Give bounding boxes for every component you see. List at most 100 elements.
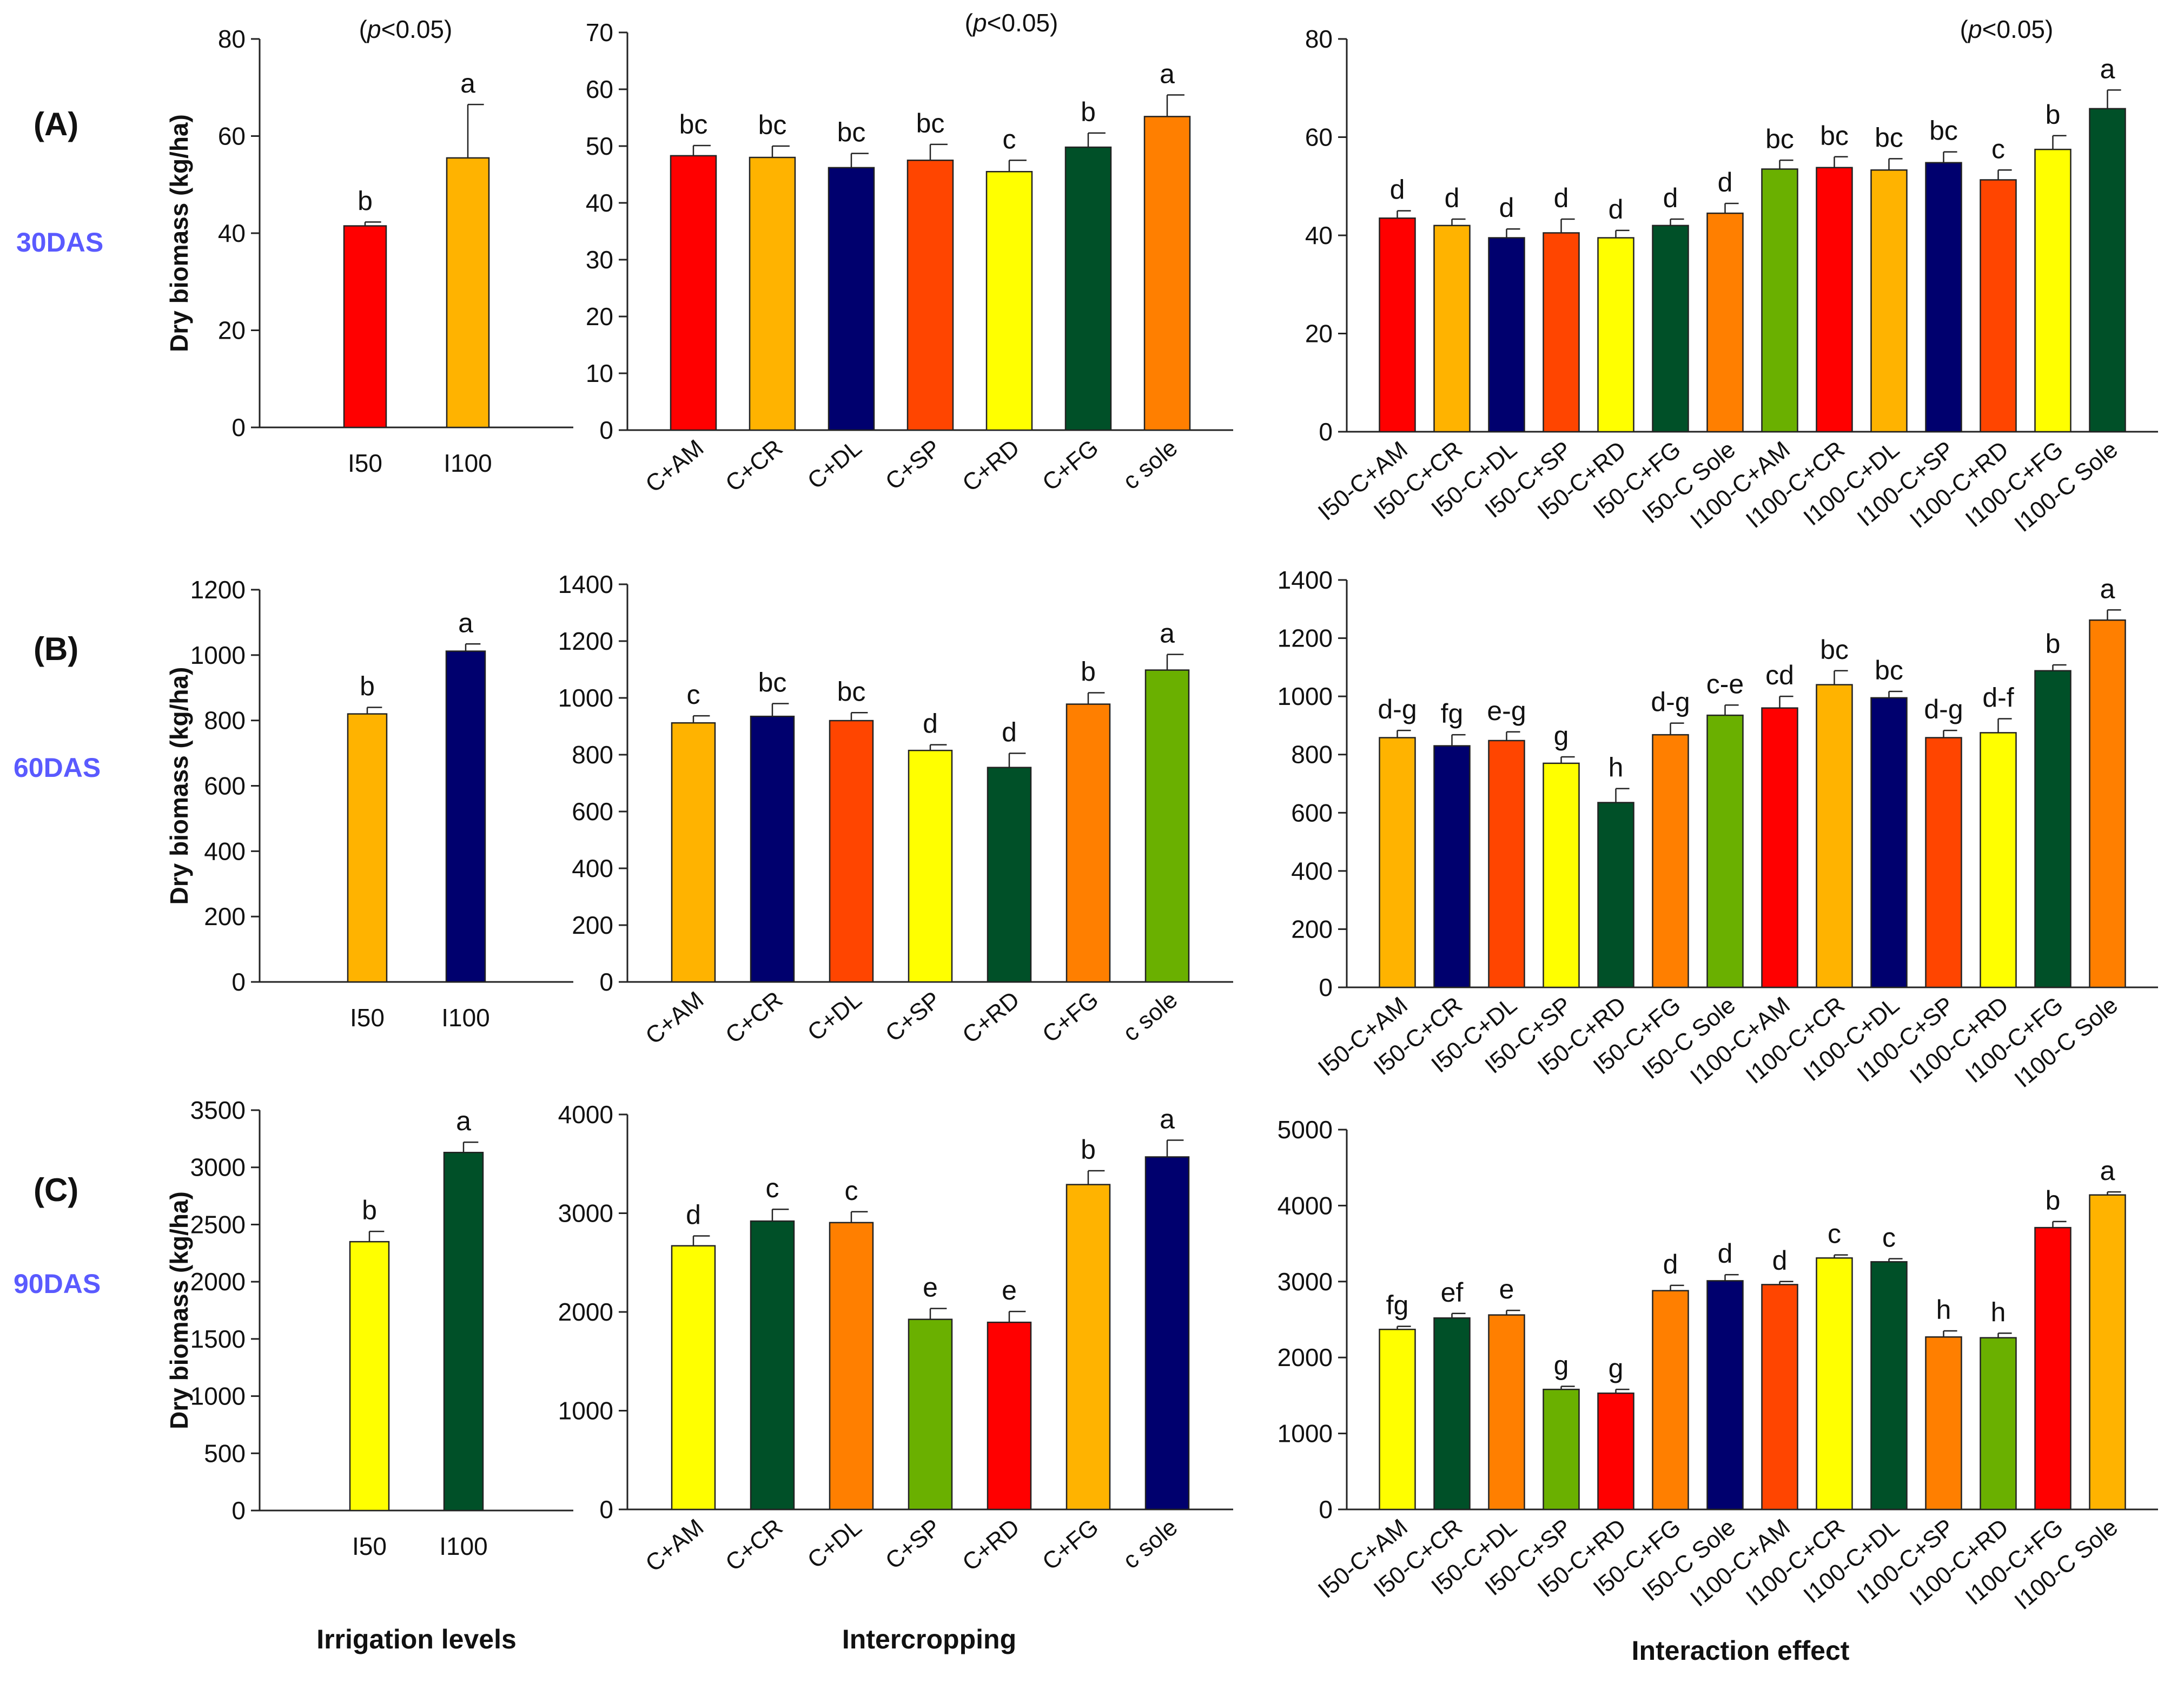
significance-letter: d: [1663, 1249, 1678, 1279]
x-tick-label: C+DL: [803, 986, 867, 1046]
significance-letter: bc: [916, 108, 945, 138]
significance-letter: d: [1445, 183, 1460, 213]
bar: [1379, 217, 1416, 433]
significance-letter: bc: [1875, 122, 1903, 153]
significance-letter: d-f: [1982, 683, 2014, 713]
y-tick-label: 1200: [558, 627, 613, 655]
x-tick-label: C+SP: [881, 434, 945, 495]
bar: [1433, 1317, 1471, 1510]
significance-letter: b: [1081, 1134, 1096, 1165]
y-tick-label: 0: [231, 1496, 246, 1525]
bar: [987, 767, 1032, 983]
y-tick-label: 60: [586, 75, 613, 103]
y-tick-label: 3000: [1278, 1268, 1333, 1296]
significance-letter: c-e: [1706, 669, 1744, 699]
x-tick-label: C+FG: [1037, 434, 1103, 496]
day-label-30: 30DAS: [16, 227, 103, 258]
bar: [1870, 169, 1908, 433]
y-tick-label: 3000: [190, 1153, 246, 1182]
bar: [1144, 1156, 1190, 1510]
significance-letter: bc: [1765, 124, 1794, 154]
significance-letter: h: [1936, 1295, 1951, 1325]
significance-letter: e: [1499, 1274, 1514, 1304]
y-tick-label: 60: [1305, 123, 1333, 151]
y-tick-label: 20: [218, 316, 246, 345]
bar: [1706, 714, 1744, 988]
y-tick-label: 0: [1319, 973, 1333, 1001]
bar: [1980, 179, 2017, 433]
significance-letter: c: [687, 680, 700, 710]
bar: [1065, 703, 1111, 983]
day-label-60: 60DAS: [14, 753, 101, 783]
significance-letter: d: [1718, 1238, 1733, 1269]
bar: [1543, 762, 1580, 988]
significance-letter: d: [1390, 175, 1405, 205]
bar: [1816, 1257, 1853, 1510]
bar: [1543, 232, 1580, 433]
y-tick-label: 0: [599, 968, 613, 996]
significance-letter: a: [1160, 618, 1175, 649]
bar: [1870, 697, 1908, 988]
significance-letter: b: [2046, 100, 2061, 130]
significance-letter: c: [845, 1176, 858, 1206]
y-tick-label: 800: [1291, 741, 1333, 769]
y-tick-label: 400: [572, 854, 613, 882]
significance-letter: bc: [837, 117, 866, 148]
bar: [1706, 212, 1744, 433]
y-tick-label: 2500: [190, 1210, 246, 1238]
y-tick-label: 30: [586, 246, 613, 274]
bar: [1652, 225, 1689, 433]
bar: [1597, 802, 1634, 988]
y-tick-label: 200: [1291, 915, 1333, 943]
bar: [349, 1241, 390, 1512]
significance-letter: g: [1609, 1353, 1624, 1383]
x-tick-label: C+FG: [1037, 1514, 1103, 1575]
bar: [343, 225, 387, 428]
y-tick-label: 200: [572, 911, 613, 939]
bar: [1433, 225, 1471, 433]
significance-letter: bc: [758, 668, 787, 698]
bar: [2034, 670, 2072, 988]
bar: [985, 171, 1033, 431]
bar: [1925, 162, 1962, 433]
x-tick-label: I100: [441, 1004, 490, 1032]
significance-letter: bc: [837, 676, 866, 707]
bar: [670, 155, 717, 431]
x-tick-label: C+RD: [957, 1514, 1024, 1576]
bar: [1706, 1280, 1744, 1510]
bar: [1597, 237, 1634, 433]
y-tick-label: 2000: [558, 1298, 613, 1326]
significance-letter: d: [1554, 183, 1569, 213]
bar: [1925, 737, 1962, 988]
significance-letter: cd: [1765, 660, 1794, 690]
y-tick-label: 400: [204, 837, 246, 865]
panel-b2: 0 200 400 600 800 1000 1200 1400 c C+AM bc C+CR bc C+…: [558, 570, 1233, 1050]
row-label-a: (A): [34, 106, 78, 142]
y-tick-label: 60: [218, 122, 246, 150]
significance-letter: b: [1081, 97, 1096, 127]
bar: [1143, 116, 1191, 431]
significance-letter: d: [1718, 167, 1733, 197]
p-value-note: (p<0.05): [359, 15, 453, 43]
y-axis-title: Dry biomass (kg/ha): [165, 1191, 193, 1429]
x-tick-label: c sole: [1118, 434, 1183, 494]
significance-letter: e: [923, 1272, 938, 1303]
significance-letter: b: [2046, 1185, 2061, 1216]
significance-letter: e: [1002, 1275, 1017, 1305]
significance-letter: c: [1882, 1223, 1896, 1253]
y-tick-label: 3500: [190, 1096, 246, 1124]
bar: [671, 722, 716, 983]
y-tick-label: 2000: [1278, 1343, 1333, 1371]
x-tick-label: I50: [350, 1004, 385, 1032]
x-tick-label: C+FG: [1037, 986, 1103, 1048]
bar: [749, 156, 796, 431]
bar: [908, 1318, 953, 1510]
x-tick-label: I100: [439, 1532, 488, 1560]
significance-letter: bc: [1820, 635, 1849, 665]
y-tick-label: 50: [586, 132, 613, 160]
bar: [2089, 1194, 2126, 1510]
y-tick-label: 0: [1319, 418, 1333, 446]
